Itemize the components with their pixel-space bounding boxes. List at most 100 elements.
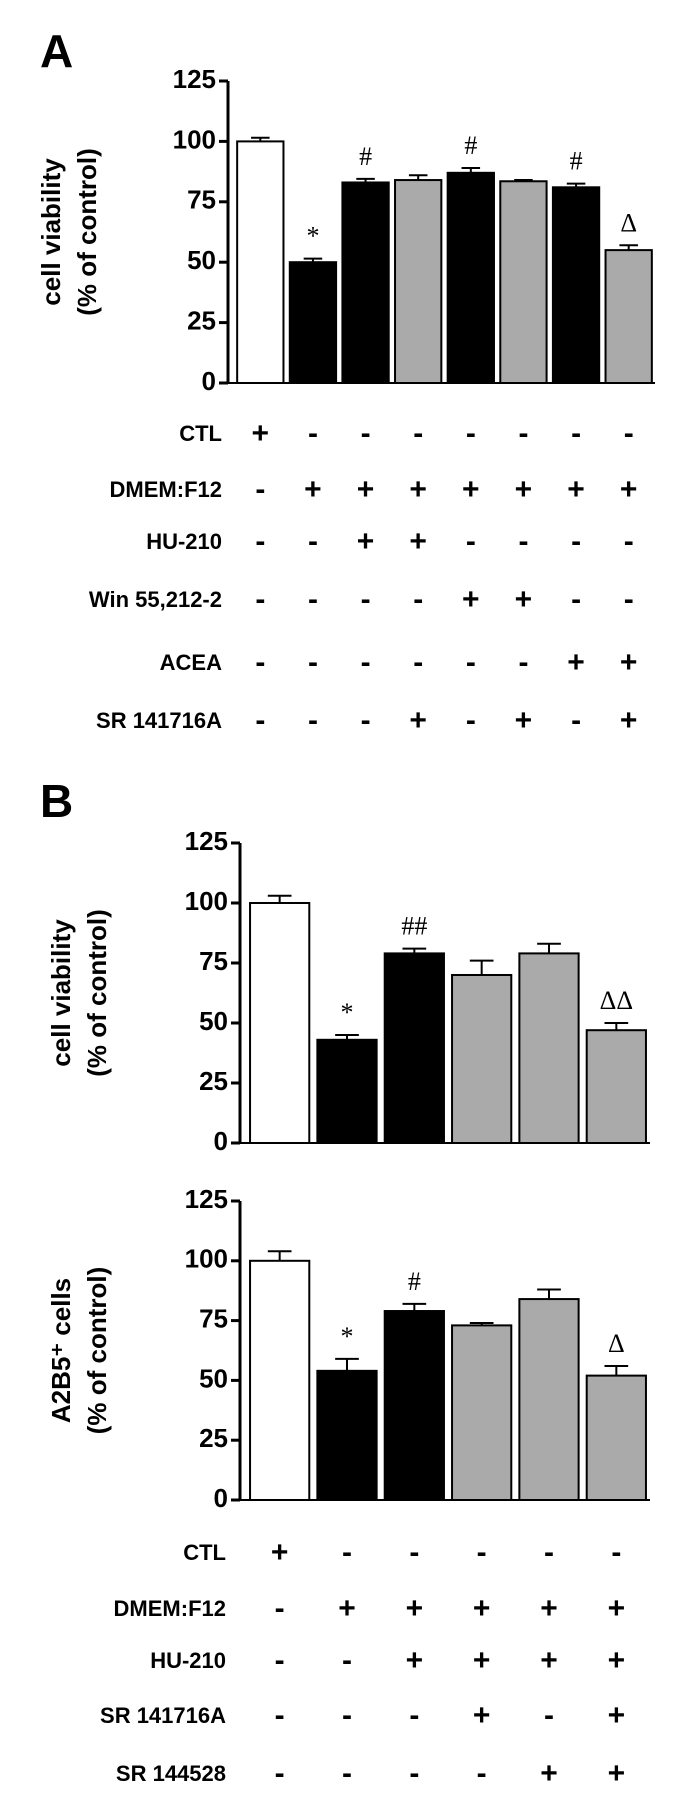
treatment-symbol: +: [620, 473, 638, 506]
treatment-symbol: -: [571, 525, 581, 558]
treatment-symbol: +: [406, 1592, 424, 1625]
treatment-symbol: -: [255, 583, 265, 616]
y-axis-label: (% of control): [82, 1267, 112, 1435]
y-tick-label: 75: [199, 1303, 228, 1333]
treatment-symbol: -: [571, 417, 581, 450]
treatment-symbol: +: [540, 1757, 558, 1790]
treatment-symbol: +: [409, 525, 427, 558]
treatment-symbol: +: [304, 473, 322, 506]
treatment-symbol: -: [413, 646, 423, 679]
treatment-symbol: -: [466, 417, 476, 450]
bar: [383, 1310, 445, 1501]
treatment-symbol: +: [473, 1592, 491, 1625]
treatment-symbol: +: [515, 704, 533, 737]
treatment-symbol: -: [624, 417, 634, 450]
y-tick-label: 100: [185, 1244, 228, 1274]
bar: [585, 1029, 647, 1144]
treatment-symbol: -: [466, 646, 476, 679]
treatment-symbol: -: [308, 583, 318, 616]
treatment-symbol: -: [342, 1536, 352, 1569]
treatment-symbol: -: [361, 417, 371, 450]
y-tick-label: 50: [199, 1363, 228, 1393]
bar: [451, 974, 513, 1144]
row-label: HU-210: [150, 1648, 226, 1673]
treatment-symbol: -: [342, 1757, 352, 1790]
treatment-symbol: -: [308, 417, 318, 450]
y-tick-label: 25: [199, 1066, 228, 1096]
bar: [383, 952, 445, 1145]
bar: [585, 1374, 647, 1501]
treatment-symbol: -: [275, 1644, 285, 1677]
treatment-symbol: -: [361, 583, 371, 616]
row-label: Win 55,212-2: [89, 587, 222, 612]
bar: [249, 902, 311, 1144]
treatment-symbol: -: [466, 704, 476, 737]
bar: [446, 171, 495, 384]
treatment-symbol: -: [477, 1757, 487, 1790]
treatment-symbol: -: [409, 1699, 419, 1732]
treatment-symbol: -: [571, 704, 581, 737]
treatment-symbol: -: [544, 1536, 554, 1569]
treatment-symbol: -: [624, 583, 634, 616]
bar: [518, 1298, 580, 1502]
treatment-symbol: -: [466, 525, 476, 558]
y-axis-label: cell viability: [36, 158, 66, 306]
significance-marker: #: [570, 147, 583, 176]
treatment-symbol: -: [342, 1644, 352, 1677]
treatment-symbol: +: [271, 1536, 289, 1569]
y-tick-label: 0: [202, 366, 216, 396]
significance-marker: *: [341, 998, 354, 1027]
bar: [288, 261, 338, 385]
treatment-symbol: +: [338, 1592, 356, 1625]
bar: [551, 186, 601, 384]
y-tick-label: 125: [185, 1184, 228, 1214]
treatment-symbol: -: [342, 1699, 352, 1732]
bar: [249, 1259, 311, 1502]
bar: [518, 952, 580, 1145]
y-tick-label: 125: [185, 826, 228, 856]
row-label: HU-210: [146, 529, 222, 554]
y-axis-label: (% of control): [82, 909, 112, 1077]
row-label: DMEM:F12: [110, 477, 222, 502]
bar: [604, 249, 653, 384]
row-label: SR 144528: [116, 1761, 226, 1786]
treatment-symbol: +: [473, 1699, 491, 1732]
y-tick-label: 125: [173, 64, 216, 94]
bar: [316, 1038, 378, 1145]
treatment-symbol: -: [275, 1757, 285, 1790]
y-axis-label: cell viability: [46, 919, 76, 1067]
y-tick-label: 100: [185, 886, 228, 916]
bar: [394, 179, 443, 384]
treatment-symbol: -: [518, 646, 528, 679]
treatment-symbol: -: [518, 525, 528, 558]
row-label: SR 141716A: [100, 1703, 226, 1728]
bar: [316, 1369, 378, 1502]
significance-marker: #: [464, 131, 477, 160]
significance-marker: Δ: [608, 1329, 625, 1358]
treatment-symbol: -: [571, 583, 581, 616]
treatment-symbol: +: [540, 1644, 558, 1677]
treatment-symbol: -: [624, 525, 634, 558]
row-label: CTL: [183, 1540, 226, 1565]
significance-marker: #: [408, 1267, 421, 1296]
treatment-symbol: +: [540, 1592, 558, 1625]
y-tick-label: 25: [199, 1423, 228, 1453]
y-tick-label: 100: [173, 124, 216, 154]
treatment-symbol: -: [409, 1536, 419, 1569]
treatment-symbol: +: [620, 646, 638, 679]
treatment-symbol: -: [308, 646, 318, 679]
panel-label: A: [40, 25, 73, 77]
treatment-symbol: +: [620, 704, 638, 737]
treatment-symbol: -: [255, 473, 265, 506]
treatment-symbol: +: [252, 417, 270, 450]
significance-marker: #: [359, 142, 372, 171]
significance-marker: *: [306, 222, 319, 251]
y-axis-label: (% of control): [72, 148, 102, 316]
y-tick-label: 25: [187, 305, 216, 335]
treatment-symbol: +: [608, 1699, 626, 1732]
row-label: DMEM:F12: [114, 1596, 226, 1621]
bar: [236, 140, 285, 384]
treatment-symbol: -: [361, 704, 371, 737]
treatment-symbol: -: [518, 417, 528, 450]
treatment-symbol: +: [409, 473, 427, 506]
